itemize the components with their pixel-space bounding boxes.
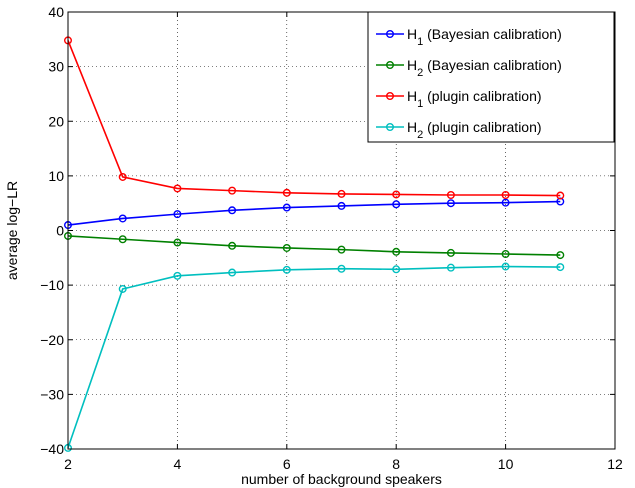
data-point <box>446 199 455 208</box>
y-tick-label: 40 <box>48 4 64 20</box>
data-point <box>501 198 510 207</box>
data-point <box>118 172 127 181</box>
data-point <box>501 190 510 199</box>
legend-label: H2 (Bayesian calibration) <box>407 57 562 79</box>
legend-label: H1 (Bayesian calibration) <box>407 26 562 48</box>
series-line <box>67 200 561 226</box>
data-point <box>173 210 182 219</box>
legend-label: H1 (plugin calibration) <box>407 88 542 110</box>
data-point <box>118 214 127 223</box>
legend-marker <box>386 122 395 131</box>
series-4 <box>63 262 565 452</box>
data-point <box>501 262 510 271</box>
x-tick-label: 8 <box>392 456 400 472</box>
x-tick-label: 4 <box>174 456 182 472</box>
data-point <box>392 265 401 274</box>
data-point <box>228 241 237 250</box>
data-point <box>173 238 182 247</box>
y-tick-label: −20 <box>40 332 64 348</box>
data-point <box>392 247 401 256</box>
data-point <box>173 184 182 193</box>
data-point <box>282 188 291 197</box>
data-point <box>446 248 455 257</box>
ticks: 2 4 6 8 10 12 −40 −30 −20 −10 0 10 20 30 40 <box>40 4 623 472</box>
series-line <box>67 265 561 449</box>
y-tick-label: −30 <box>40 386 64 402</box>
y-tick-label: −10 <box>40 277 64 293</box>
data-point <box>556 263 565 272</box>
data-point <box>392 190 401 199</box>
series-line <box>67 40 561 197</box>
data-point <box>228 268 237 277</box>
data-point <box>282 265 291 274</box>
data-point <box>556 251 565 260</box>
series-line <box>67 235 561 256</box>
legend-label: H2 (plugin calibration) <box>407 119 542 141</box>
x-tick-label: 2 <box>64 456 72 472</box>
data-point <box>118 284 127 293</box>
data-point <box>282 243 291 252</box>
data-point <box>501 249 510 258</box>
y-tick-label: 20 <box>48 113 64 129</box>
legend-entry: H2 (Bayesian calibration) <box>376 57 562 79</box>
data-point <box>337 264 346 273</box>
y-tick-label: 0 <box>56 223 64 239</box>
data-point <box>556 191 565 200</box>
data-point <box>173 271 182 280</box>
data-point <box>337 189 346 198</box>
data-point <box>228 206 237 215</box>
legend-marker <box>386 91 395 100</box>
legend: H1 (Bayesian calibration) H2 (Bayesian ca… <box>367 11 615 143</box>
series-2 <box>63 231 565 260</box>
data-point <box>118 235 127 244</box>
legend-entry: H1 (Bayesian calibration) <box>376 26 562 48</box>
data-point <box>282 203 291 212</box>
series-layer <box>63 36 565 452</box>
y-tick-label: −40 <box>40 441 64 457</box>
data-point <box>446 263 455 272</box>
x-tick-label: 10 <box>498 456 514 472</box>
data-point <box>228 186 237 195</box>
data-point <box>392 200 401 209</box>
x-tick-label: 6 <box>283 456 291 472</box>
legend-entry: H2 (plugin calibration) <box>376 119 542 141</box>
x-axis-label: number of background speakers <box>241 471 442 487</box>
data-point <box>337 201 346 210</box>
y-axis-label: average log−LR <box>4 181 20 280</box>
x-tick-label: 12 <box>607 456 623 472</box>
y-tick-label: 10 <box>48 168 64 184</box>
legend-marker <box>386 30 395 39</box>
y-tick-label: 30 <box>48 59 64 75</box>
series-1 <box>63 197 565 230</box>
data-point <box>337 245 346 254</box>
legend-box <box>367 11 615 143</box>
legend-entry: H1 (plugin calibration) <box>376 88 542 110</box>
data-point <box>446 190 455 199</box>
legend-marker <box>386 61 395 70</box>
